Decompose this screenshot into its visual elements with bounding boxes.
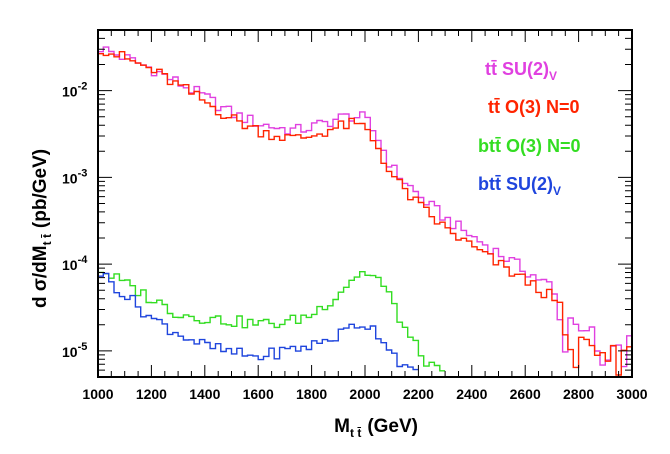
tick-marks (97, 29, 633, 377)
y-tick-label: 10-4 (62, 254, 88, 273)
legend-entry-btt-o3: btt̄ O(3) N=0 (478, 136, 581, 156)
x-tick-label: 2200 (403, 386, 434, 402)
x-tick-label: 1200 (136, 386, 167, 402)
x-tick-label: 2600 (510, 386, 541, 402)
x-tick-label: 2800 (563, 386, 594, 402)
x-axis-title: Mt t̄ (GeV) (334, 416, 418, 440)
y-tick-label: 10-5 (62, 341, 87, 360)
histogram-curves (98, 46, 632, 376)
x-tick-label: 1000 (82, 386, 113, 402)
x-tick-label: 2000 (349, 386, 380, 402)
series-line-3 (98, 272, 419, 371)
x-tick-label: 3000 (616, 386, 647, 402)
x-tick-labels: 1000 1200 1400 1600 1800 2000 2200 2400 2600 2800… (82, 386, 647, 402)
legend-entry-btt-su2v: btt̄ SU(2)V (478, 174, 561, 198)
legend: tt̄ SU(2)V tt̄ O(3) N=0 btt̄ O(3) N=0 bt… (478, 59, 581, 198)
x-tick-label: 1400 (189, 386, 220, 402)
y-axis-title: d σ/dMt t̄(pb/GeV) (30, 149, 54, 308)
legend-entry-tt-su2v: tt̄ SU(2)V (485, 59, 557, 83)
y-tick-label: 10-3 (62, 167, 87, 186)
legend-entry-tt-o3: tt̄ O(3) N=0 (488, 97, 580, 117)
series-line-1 (98, 51, 632, 376)
y-tick-labels: 10-5 10-4 10-3 10-2 (62, 81, 88, 360)
x-tick-label: 1600 (243, 386, 274, 402)
x-tick-label: 2400 (456, 386, 487, 402)
axis-ticks (97, 29, 633, 377)
x-tick-label: 1800 (296, 386, 327, 402)
y-tick-label: 10-2 (62, 81, 87, 100)
series-line-0 (98, 46, 632, 368)
series-line-2 (98, 271, 446, 372)
